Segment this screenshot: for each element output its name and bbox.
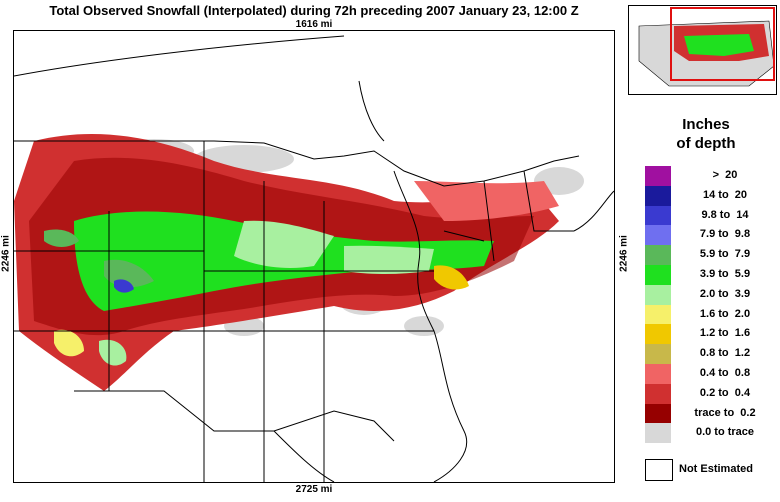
right-distance-label: 2246 mi: [618, 235, 630, 272]
legend-label: 9.8 to 14: [701, 208, 749, 221]
legend-title-line2: of depth: [676, 135, 736, 152]
legend-row: trace to 0.2: [645, 403, 775, 424]
legend-row: 9.8 to 14: [645, 205, 775, 226]
legend-swatch: [645, 304, 671, 325]
legend-swatch: [645, 324, 671, 345]
bottom-distance-label: 2725 mi: [295, 484, 333, 495]
legend-row: 3.9 to 5.9: [645, 264, 775, 285]
legend-swatch: [645, 423, 671, 444]
not-estimated-label: Not Estimated: [679, 463, 753, 475]
not-estimated-swatch: [645, 459, 673, 481]
legend-swatch: [645, 166, 671, 186]
legend-row: 2.0 to 3.9: [645, 284, 775, 305]
legend-row: 1.6 to 2.0: [645, 304, 775, 325]
legend-swatch: [645, 225, 671, 246]
legend-swatch: [645, 245, 671, 266]
map-title: Total Observed Snowfall (Interpolated) d…: [49, 3, 579, 18]
overview-inset-map[interactable]: [628, 5, 777, 95]
legend-label: 2.0 to 3.9: [699, 287, 751, 300]
inset-view-box: [670, 7, 775, 81]
legend-swatch: [645, 205, 671, 226]
legend-swatch: [645, 363, 671, 384]
legend-row: 0.4 to 0.8: [645, 363, 775, 384]
legend-row: 0.0 to trace: [645, 423, 775, 444]
overview-inset-graphic: [629, 6, 776, 94]
legend-swatch: [645, 185, 671, 206]
legend-swatch: [645, 403, 671, 424]
legend-label: 1.6 to 2.0: [699, 307, 751, 320]
legend-swatch: [645, 383, 671, 404]
legend-row: 5.9 to 7.9: [645, 245, 775, 266]
legend-label: 1.2 to 1.6: [699, 327, 751, 340]
legend-swatch: [645, 264, 671, 285]
legend-row: 14 to 20: [645, 185, 775, 206]
legend-row: > 20: [645, 166, 775, 186]
legend-row: 0.2 to 0.4: [645, 383, 775, 404]
snowfall-map-graphic: [14, 31, 614, 482]
legend-row: 0.8 to 1.2: [645, 344, 775, 365]
legend-label: 7.9 to 9.8: [699, 228, 751, 241]
top-distance-label: 1616 mi: [295, 19, 333, 30]
legend-title: Inches of depth: [640, 115, 772, 153]
legend-label: 0.4 to 0.8: [699, 366, 751, 379]
legend-label: 0.0 to trace: [695, 426, 755, 439]
legend-row: 1.2 to 1.6: [645, 324, 775, 345]
boundaries: [14, 35, 614, 482]
legend-title-line1: Inches: [682, 116, 730, 133]
legend-label: 0.8 to 1.2: [699, 347, 751, 360]
left-distance-label: 2246 mi: [0, 235, 12, 272]
legend-label: 5.9 to 7.9: [699, 248, 751, 261]
legend-swatch: [645, 284, 671, 305]
legend-row: 7.9 to 9.8: [645, 225, 775, 246]
snowfall-legend: > 20 14 to 20 9.8 to 14 7.9 to 9.8 5.9 to 7.…: [645, 166, 775, 444]
legend-label: 3.9 to 5.9: [699, 267, 751, 280]
legend-label: > 20: [712, 169, 738, 181]
legend-label: 0.2 to 0.4: [699, 386, 751, 399]
legend-label: 14 to 20: [702, 188, 748, 201]
legend-swatch: [645, 344, 671, 365]
legend-label: trace to 0.2: [694, 406, 756, 419]
moderate-snow-band: [44, 211, 494, 366]
snowfall-map[interactable]: [13, 30, 615, 483]
